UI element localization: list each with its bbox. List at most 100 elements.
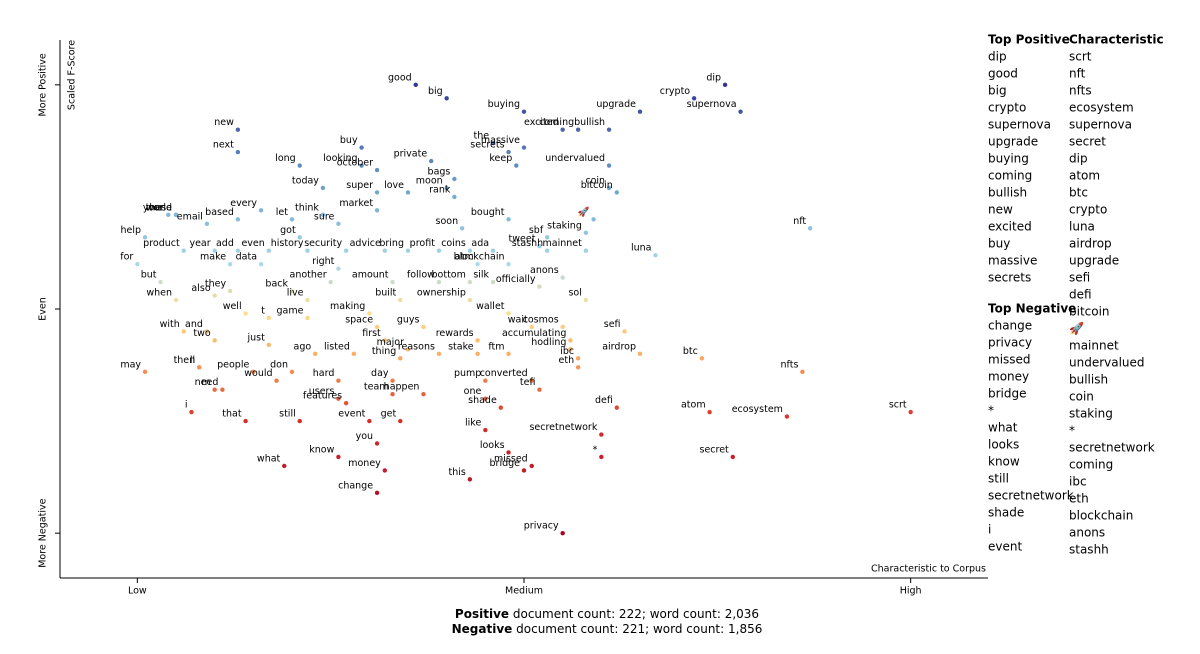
list-item: dip	[1069, 152, 1088, 166]
point	[475, 261, 480, 267]
point	[730, 454, 735, 460]
point-label: buying	[488, 99, 520, 110]
point	[506, 351, 511, 357]
list-item: know	[988, 455, 1020, 469]
point	[506, 217, 511, 222]
point-label: wallet	[476, 301, 505, 312]
point	[568, 347, 573, 352]
list-item: *	[1069, 424, 1075, 438]
point-label: know	[309, 444, 334, 455]
point-label: private	[394, 149, 428, 160]
list-item: dip	[988, 50, 1007, 64]
point-label: rank	[429, 184, 451, 195]
list-item: missed	[988, 353, 1031, 367]
point	[583, 297, 589, 303]
point	[382, 248, 387, 253]
point-label: need	[195, 377, 219, 388]
point	[266, 315, 271, 321]
point-label: get	[381, 409, 397, 420]
point	[173, 297, 179, 303]
list-item: luna	[1069, 220, 1095, 234]
point-label: defi	[595, 395, 613, 406]
point-label: got	[280, 225, 296, 236]
point	[305, 315, 310, 321]
point	[405, 190, 411, 195]
point	[227, 261, 233, 267]
point	[637, 351, 643, 357]
point-label: think	[295, 202, 319, 213]
point-label: mainnet	[543, 238, 583, 249]
list-item: big	[988, 84, 1007, 98]
point	[506, 261, 511, 267]
point	[490, 140, 496, 146]
point	[529, 463, 534, 469]
list-item: event	[988, 540, 1022, 554]
list-item: nft	[1069, 67, 1086, 81]
point	[212, 387, 217, 392]
point	[359, 145, 364, 150]
list-item: *	[988, 404, 994, 418]
point-label: product	[143, 238, 180, 249]
point-label: looks	[480, 440, 505, 451]
point	[328, 279, 333, 285]
point	[398, 418, 403, 424]
point-label: space	[345, 314, 373, 325]
point-label: world	[146, 202, 172, 213]
point	[173, 212, 179, 218]
point-label: bullish	[574, 117, 605, 128]
x-tick-label: Medium	[505, 586, 543, 597]
point	[475, 338, 480, 343]
point	[560, 127, 565, 132]
footer-label: Negative	[452, 622, 513, 636]
point-label: live	[287, 288, 304, 299]
point	[336, 454, 341, 460]
point	[305, 248, 310, 253]
point	[405, 347, 411, 352]
point-label: ecosystem	[732, 404, 783, 415]
list-item: mainnet	[1069, 339, 1119, 353]
point-label: next	[213, 140, 234, 151]
point	[653, 253, 658, 258]
point	[204, 329, 210, 334]
y-axis-label: Scaled F-Score	[67, 40, 78, 110]
point-label: event	[338, 409, 365, 420]
list-item: defi	[1069, 288, 1092, 302]
point-label: sol	[568, 288, 581, 299]
point	[336, 396, 341, 401]
point	[444, 96, 449, 101]
point-label: profit	[410, 238, 436, 249]
list-title: Top Positive	[988, 33, 1070, 47]
list-item: scrt	[1069, 50, 1092, 64]
point	[575, 356, 581, 361]
point-label: accumulating	[502, 328, 566, 339]
point-label: add	[216, 238, 234, 249]
list-item: still	[988, 472, 1009, 486]
point	[537, 284, 542, 289]
list-item: coming	[988, 169, 1032, 183]
point-label: new	[214, 117, 234, 128]
point-label: atm	[455, 252, 474, 263]
point-label: hard	[313, 368, 335, 379]
point	[212, 248, 217, 253]
list-item: looks	[988, 438, 1019, 452]
point-label: nft	[793, 216, 806, 227]
point-label: change	[338, 480, 373, 491]
point	[421, 391, 426, 397]
point	[266, 342, 271, 348]
point-label: follow	[407, 270, 435, 281]
point	[204, 221, 210, 227]
point-label: stashh	[512, 238, 544, 249]
point-label: t	[261, 305, 265, 316]
point	[436, 248, 442, 253]
point	[390, 279, 395, 285]
list-title: Top Negative	[988, 302, 1076, 316]
point	[351, 351, 357, 357]
list-item: massive	[988, 254, 1037, 268]
list-item: crypto	[1069, 203, 1107, 217]
point-label: coming	[539, 117, 574, 128]
point-label: when	[146, 288, 172, 299]
point	[506, 149, 511, 155]
list-item: eth	[1069, 492, 1089, 506]
point	[282, 463, 287, 469]
point-label: happen	[384, 382, 420, 393]
